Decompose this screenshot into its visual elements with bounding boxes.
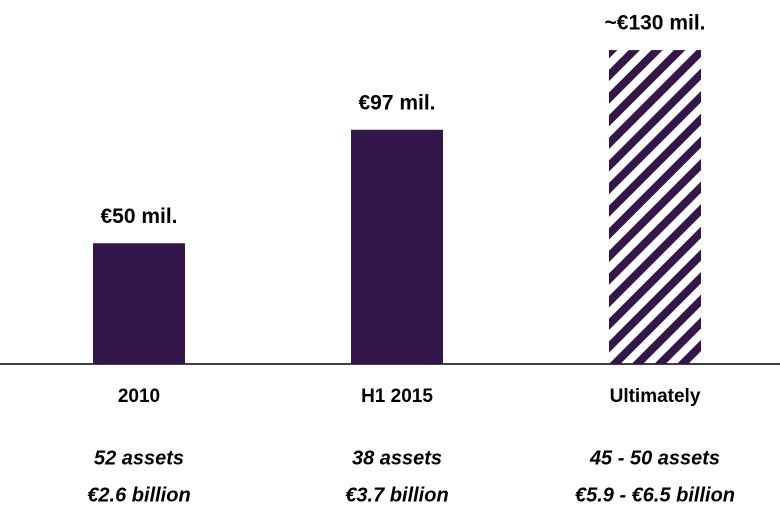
category-note: 38 assets — [352, 447, 442, 469]
category-note: 52 assets — [94, 447, 184, 469]
value-label: ~€130 mil. — [605, 12, 706, 35]
value-label: €50 mil. — [100, 205, 177, 228]
category-note: €5.9 - €6.5 billion — [575, 484, 735, 506]
category-note: 45 - 50 assets — [589, 447, 720, 469]
category-note: €3.7 billion — [345, 484, 448, 506]
value-label: €97 mil. — [358, 91, 435, 114]
bar — [93, 243, 185, 364]
category-note: €2.6 billion — [87, 484, 190, 506]
x-tick-label: Ultimately — [610, 386, 701, 407]
x-tick-label: 2010 — [118, 386, 160, 407]
bar — [351, 129, 443, 364]
bar — [609, 50, 701, 365]
x-tick-label: H1 2015 — [361, 386, 433, 407]
